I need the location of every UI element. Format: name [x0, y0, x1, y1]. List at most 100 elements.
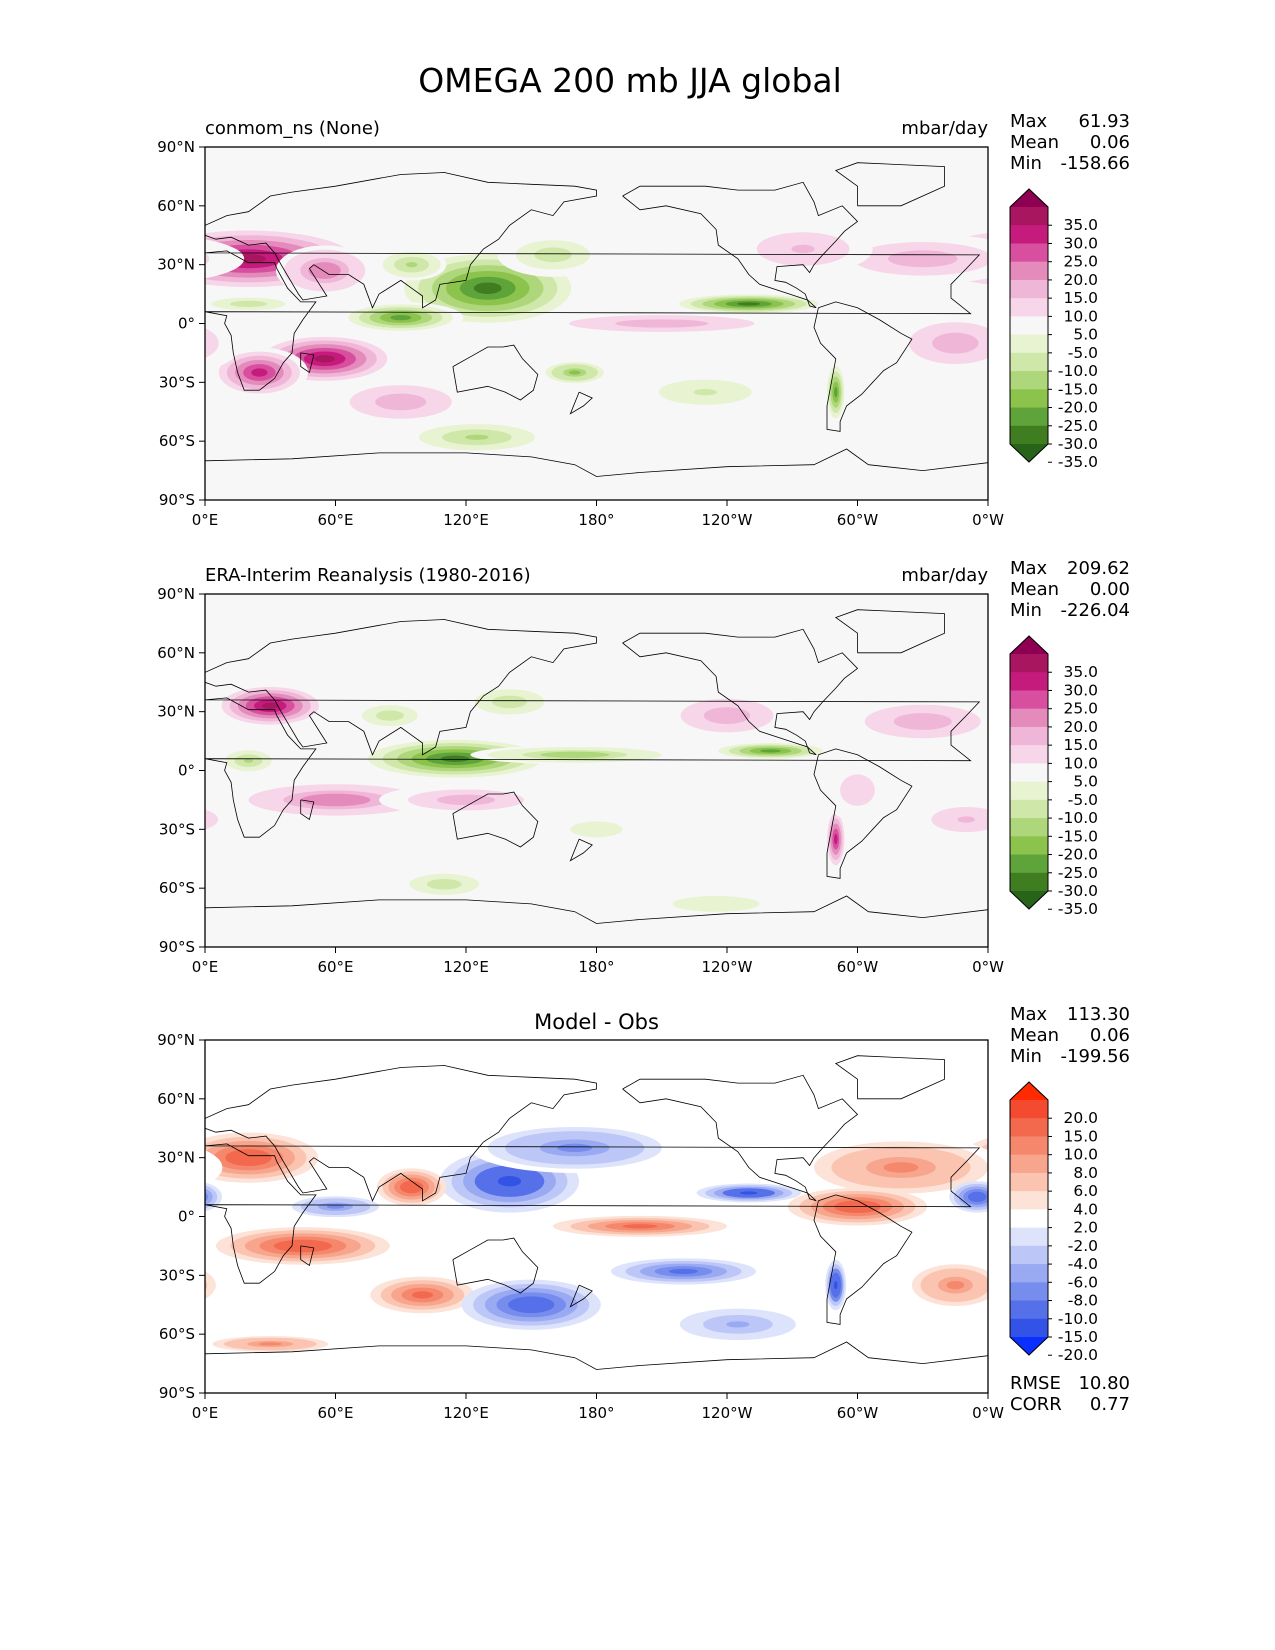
x-tick-label: 120°E [443, 1404, 489, 1422]
colorbar-label: 8.0 [1073, 1164, 1098, 1182]
colorbar-label: 15.0 [1063, 1127, 1098, 1145]
field-contour [251, 368, 268, 377]
colorbar-label: -8.0 [1068, 1292, 1098, 1310]
colorbar-bin [1010, 1191, 1048, 1210]
colorbar-label: -15.0 [1058, 380, 1098, 398]
y-tick-label: 60°S [159, 879, 195, 897]
colorbar-bin [1010, 1300, 1048, 1320]
coastline [205, 448, 988, 477]
field-contour [975, 298, 988, 310]
field-contour [149, 333, 195, 354]
stat-value: -226.04 [1061, 600, 1130, 621]
field-contour [791, 244, 815, 254]
y-tick-label: 60°N [157, 644, 195, 662]
colorbar-label: -10.0 [1058, 1310, 1098, 1328]
field-contour [983, 1340, 988, 1348]
field-contour [543, 251, 563, 259]
colorbar-label: -15.0 [1058, 827, 1098, 845]
x-tick-label: 60°E [317, 1404, 353, 1422]
coastline [813, 301, 913, 432]
colorbar-label: -5.0 [1068, 791, 1098, 809]
y-tick-label: 30°N [157, 703, 195, 721]
colorbar-extend-bottom [1010, 1337, 1048, 1355]
field-contour [435, 881, 453, 887]
field-contour [205, 1271, 216, 1299]
y-tick-label: 60°S [159, 1325, 195, 1343]
field-contour [473, 282, 502, 294]
colorbar-extend-top [1010, 636, 1048, 654]
colorbar-bin [1010, 261, 1048, 281]
field-contour [834, 833, 838, 845]
coastlines [205, 162, 988, 477]
colorbar-label: 20.0 [1063, 1109, 1098, 1127]
x-tick-label: 180° [578, 1404, 614, 1422]
colorbar-label: -35.0 [1058, 453, 1098, 471]
coastline [300, 1245, 315, 1267]
colorbar-bin [1010, 745, 1048, 764]
field-contour [985, 301, 988, 307]
colorbar-bin [1010, 672, 1048, 691]
colorbar-bin [1010, 407, 1048, 427]
field-contour [568, 370, 581, 375]
stat-value: 61.93 [1078, 111, 1130, 132]
x-tick-label: 120°W [702, 1404, 753, 1422]
field-contour [316, 266, 333, 275]
field-contour [205, 809, 219, 830]
field-contour [519, 1300, 543, 1309]
colorbar-bin [1010, 708, 1048, 728]
field-contour [326, 1204, 345, 1209]
colorbar-bin [1010, 1264, 1048, 1283]
stat-bottom-value: 0.77 [1090, 1394, 1130, 1415]
colorbar-extend-top [1010, 1082, 1048, 1100]
colorbar-bin [1010, 763, 1048, 783]
field-contour [205, 1188, 213, 1206]
stat-label: Max [1010, 1004, 1048, 1025]
field-contour [497, 1175, 522, 1187]
colorbar-label: -30.0 [1058, 882, 1098, 900]
colorbar-label: -10.0 [1058, 809, 1098, 827]
y-tick-label: 30°S [159, 820, 195, 838]
stat-label: Mean [1010, 579, 1059, 600]
coastline [834, 162, 945, 207]
colorbar-label: 25.0 [1063, 253, 1098, 271]
coastline [622, 628, 859, 756]
stat-label: Min [1010, 153, 1042, 174]
colorbar-bin [1010, 818, 1048, 837]
colorbar-bin [1010, 726, 1048, 746]
colorbar-bin [1010, 425, 1048, 445]
colorbar-label: -15.0 [1058, 1328, 1098, 1346]
colorbar-extend-bottom [1010, 891, 1048, 909]
colorbar-bin [1010, 1227, 1048, 1247]
y-tick-label: 90°S [159, 1384, 195, 1402]
field-contour [205, 1150, 223, 1185]
field-contour [905, 254, 941, 263]
colorbar-label: 35.0 [1063, 663, 1098, 681]
field-contour [693, 389, 717, 396]
colorbar-label: -20.0 [1058, 399, 1098, 417]
colorbar-label: -20.0 [1058, 1346, 1098, 1364]
coastline [205, 1143, 981, 1284]
x-tick-label: 180° [578, 511, 614, 529]
field-contour [440, 755, 470, 762]
colorbar-bin [1010, 1118, 1048, 1137]
colorbar-bin [1010, 1154, 1048, 1174]
field-contour [262, 702, 279, 709]
field-contour [205, 337, 208, 349]
colorbar-label: -5.0 [1068, 344, 1098, 362]
stat-value: 0.06 [1090, 1025, 1130, 1046]
colorbar-extend-top [1010, 189, 1048, 207]
coastline [622, 1074, 859, 1202]
field-contour [412, 1291, 433, 1299]
stat-bottom-value: 10.80 [1078, 1373, 1130, 1394]
figure-title: OMEGA 200 mb JJA global [418, 61, 842, 100]
colorbar-label: 10.0 [1063, 307, 1098, 325]
coastline [569, 1284, 593, 1308]
y-tick-label: 90°N [157, 585, 195, 603]
field-contour [943, 337, 967, 349]
x-tick-label: 120°W [702, 511, 753, 529]
coastline [205, 250, 981, 391]
x-tick-label: 0°W [972, 958, 1004, 976]
y-tick-label: 60°N [157, 1090, 195, 1108]
y-tick-label: 60°N [157, 197, 195, 215]
field-contour [622, 1224, 658, 1229]
